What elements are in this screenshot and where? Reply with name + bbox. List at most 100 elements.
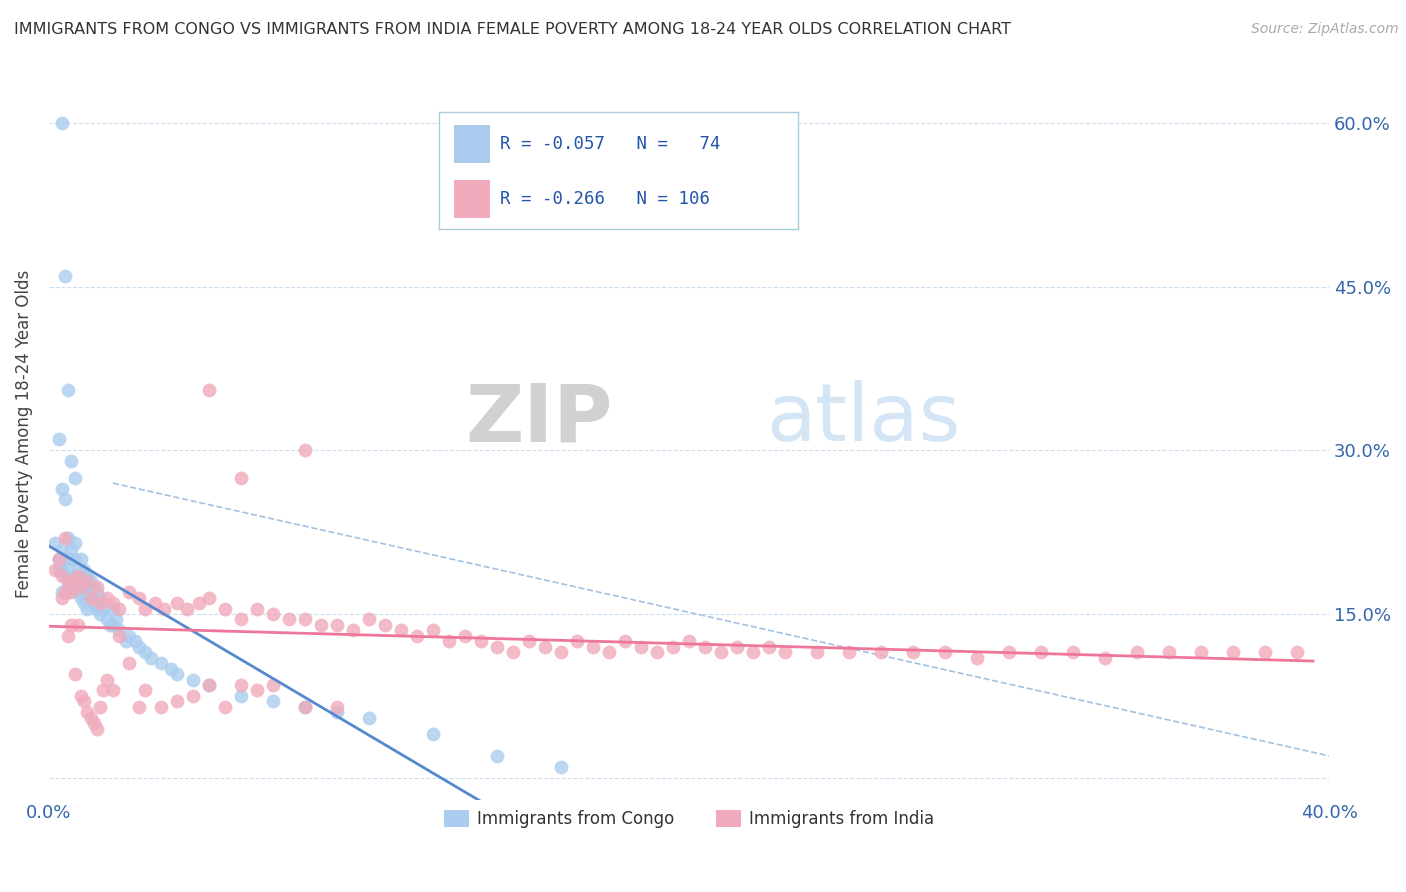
- Point: [89, 699, 111, 714]
- Point: [96, 673, 118, 687]
- Point: [70, 580, 93, 594]
- Point: [134, 601, 156, 615]
- Point: [79, 711, 101, 725]
- Point: [470, 634, 492, 648]
- Point: [79, 591, 101, 605]
- Text: IMMIGRANTS FROM CONGO VS IMMIGRANTS FROM INDIA FEMALE POVERTY AMONG 18-24 YEAR O: IMMIGRANTS FROM CONGO VS IMMIGRANTS FROM…: [14, 22, 1011, 37]
- Point: [48, 563, 70, 577]
- Point: [63, 574, 86, 589]
- Point: [678, 634, 700, 648]
- Point: [188, 596, 211, 610]
- Point: [550, 760, 572, 774]
- Point: [437, 634, 460, 648]
- Point: [389, 624, 412, 638]
- Point: [51, 569, 73, 583]
- Point: [141, 650, 163, 665]
- Point: [294, 699, 316, 714]
- Point: [101, 596, 124, 610]
- Point: [901, 645, 924, 659]
- Point: [86, 585, 108, 599]
- Point: [645, 645, 668, 659]
- Point: [73, 563, 96, 577]
- Point: [294, 699, 316, 714]
- Point: [181, 689, 204, 703]
- Point: [48, 552, 70, 566]
- Point: [406, 629, 429, 643]
- Point: [63, 552, 86, 566]
- Point: [582, 640, 605, 654]
- Point: [56, 384, 79, 398]
- Point: [89, 607, 111, 621]
- Point: [966, 650, 988, 665]
- Point: [614, 634, 637, 648]
- Point: [294, 443, 316, 458]
- Point: [56, 574, 79, 589]
- Point: [86, 580, 108, 594]
- Point: [758, 640, 780, 654]
- Point: [630, 640, 652, 654]
- Point: [1094, 650, 1116, 665]
- Point: [502, 645, 524, 659]
- Point: [198, 591, 221, 605]
- Point: [374, 618, 396, 632]
- Point: [56, 585, 79, 599]
- Point: [60, 454, 83, 468]
- Point: [326, 699, 349, 714]
- Point: [134, 645, 156, 659]
- Point: [166, 596, 188, 610]
- Point: [66, 574, 89, 589]
- Point: [73, 580, 96, 594]
- Point: [198, 678, 221, 692]
- Point: [725, 640, 748, 654]
- Point: [79, 574, 101, 589]
- Point: [51, 482, 73, 496]
- Point: [108, 601, 131, 615]
- Point: [1189, 645, 1212, 659]
- Point: [998, 645, 1021, 659]
- Point: [278, 613, 301, 627]
- Point: [51, 116, 73, 130]
- Point: [550, 645, 572, 659]
- Point: [1062, 645, 1084, 659]
- Point: [124, 634, 146, 648]
- Point: [56, 531, 79, 545]
- Point: [73, 596, 96, 610]
- Point: [773, 645, 796, 659]
- Point: [44, 563, 66, 577]
- Point: [198, 678, 221, 692]
- Point: [1222, 645, 1244, 659]
- Point: [565, 634, 588, 648]
- Point: [70, 569, 93, 583]
- Point: [89, 591, 111, 605]
- Point: [86, 722, 108, 736]
- Point: [101, 601, 124, 615]
- Point: [66, 563, 89, 577]
- Point: [326, 618, 349, 632]
- Point: [63, 536, 86, 550]
- Point: [229, 470, 252, 484]
- Point: [60, 552, 83, 566]
- Point: [56, 563, 79, 577]
- Point: [485, 748, 508, 763]
- Point: [101, 618, 124, 632]
- Point: [60, 541, 83, 556]
- Point: [246, 601, 269, 615]
- Point: [66, 618, 89, 632]
- Point: [128, 640, 150, 654]
- Point: [105, 613, 128, 627]
- Point: [53, 552, 76, 566]
- Point: [53, 492, 76, 507]
- Point: [262, 607, 284, 621]
- Point: [51, 591, 73, 605]
- Point: [176, 601, 198, 615]
- Point: [51, 541, 73, 556]
- Point: [149, 699, 172, 714]
- Point: [83, 596, 105, 610]
- Point: [63, 569, 86, 583]
- Point: [934, 645, 956, 659]
- Point: [134, 683, 156, 698]
- Point: [598, 645, 620, 659]
- Point: [357, 711, 380, 725]
- Point: [70, 552, 93, 566]
- Point: [229, 689, 252, 703]
